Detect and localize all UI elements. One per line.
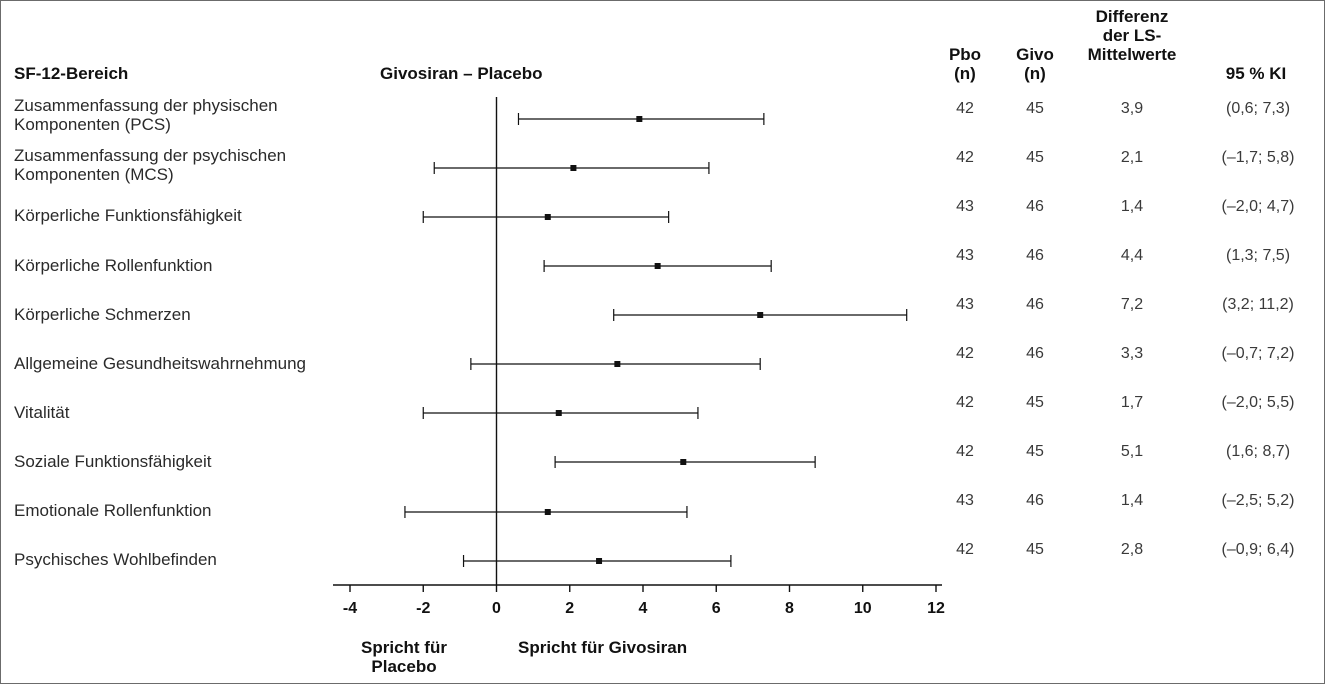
ci-value: (–0,9; 6,4) [1221, 541, 1295, 558]
header-pbo-n: Pbo (n) [948, 45, 982, 83]
ls-difference-value: 1,4 [1120, 492, 1144, 509]
ci-value: (0,6; 7,3) [1225, 100, 1291, 117]
ci-bar [470, 358, 761, 370]
givo-n-value: 46 [1026, 345, 1044, 362]
header-ls-difference: Differenz der LS- Mittelwerte [1087, 7, 1177, 64]
pbo-n-value: 42 [956, 100, 974, 117]
ci-bar [422, 211, 670, 223]
x-tick-label: 6 [712, 600, 721, 617]
ci-value: (3,2; 11,2) [1222, 296, 1294, 313]
x-tick-label: -4 [343, 600, 357, 617]
row-label: Körperliche Funktionsfähigkeit [14, 206, 242, 225]
ls-difference-value: 7,2 [1120, 296, 1144, 313]
x-tick-label: 8 [785, 600, 794, 617]
ls-difference-value: 1,4 [1120, 198, 1144, 215]
ls-difference-value: 2,1 [1120, 149, 1144, 166]
row-label: Vitalität [14, 403, 70, 422]
x-tick-label: 0 [492, 600, 501, 617]
x-tick-label: 4 [639, 600, 648, 617]
x-axis: -4 -2 0 2 4 6 8 10 12 [333, 584, 945, 617]
ci-value: (1,6; 8,7) [1225, 443, 1291, 460]
favors-givosiran-label: Spricht für Givosiran [518, 638, 688, 657]
ls-difference-value: 3,9 [1120, 100, 1144, 117]
ci-value: (1,3; 7,5) [1225, 247, 1291, 264]
pbo-n-value: 43 [956, 492, 974, 509]
ci-value: (–2,0; 5,5) [1221, 394, 1295, 411]
x-tick-label: 2 [565, 600, 574, 617]
ci-value: (–2,0; 4,7) [1221, 198, 1295, 215]
ci-bar [404, 506, 688, 518]
pbo-n-value: 43 [956, 247, 974, 264]
point-estimate [544, 509, 551, 515]
ci-bar [613, 309, 908, 321]
header-95-ci: 95 % KI [1225, 64, 1287, 83]
point-estimate [614, 361, 621, 367]
row-label: Körperliche Rollenfunktion [14, 256, 213, 275]
ls-difference-value: 4,4 [1120, 247, 1144, 264]
point-estimate [596, 558, 603, 564]
ci-bars [404, 97, 908, 585]
x-tick-label: 12 [927, 600, 945, 617]
ci-bar [462, 555, 732, 567]
header-comparison: Givosiran – Placebo [380, 64, 543, 83]
point-estimate [555, 410, 562, 416]
favors-placebo-label: Spricht für Placebo [361, 638, 447, 676]
ci-bar [433, 162, 710, 174]
row-label: Emotionale Rollenfunktion [14, 501, 212, 520]
givo-n-value: 46 [1026, 198, 1044, 215]
row-label: Zusammenfassung der psychischen Komponen… [14, 146, 287, 184]
row-label: Zusammenfassung der physischen Komponent… [14, 96, 278, 134]
ls-difference-value: 5,1 [1120, 443, 1144, 460]
header-domain: SF-12-Bereich [14, 64, 129, 83]
givo-n-value: 46 [1026, 247, 1044, 264]
x-tick-label: -2 [416, 600, 430, 617]
row-label: Körperliche Schmerzen [14, 305, 191, 324]
ci-bar [543, 260, 772, 272]
givo-n-value: 45 [1026, 541, 1044, 558]
row-label: Soziale Funktionsfähigkeit [14, 452, 212, 471]
pbo-n-value: 42 [956, 345, 974, 362]
ls-difference-value: 2,8 [1120, 541, 1144, 558]
pbo-n-value: 42 [956, 443, 974, 460]
pbo-n-value: 42 [956, 394, 974, 411]
givo-n-value: 46 [1026, 296, 1044, 313]
ls-difference-value: 1,7 [1120, 394, 1144, 411]
row-label: Allgemeine Gesundheitswahrnehmung [14, 354, 307, 373]
point-estimate [757, 312, 764, 318]
ci-value: (–0,7; 7,2) [1221, 345, 1295, 362]
point-estimate [636, 116, 643, 122]
header-givo-n: Givo (n) [1016, 45, 1054, 83]
givo-n-value: 45 [1026, 100, 1044, 117]
point-estimate [544, 214, 551, 220]
ls-difference-value: 3,3 [1120, 345, 1144, 362]
ci-value: (–1,7; 5,8) [1221, 149, 1295, 166]
x-tick-label: 10 [854, 600, 872, 617]
givo-n-value: 45 [1026, 394, 1044, 411]
point-estimate [570, 165, 577, 171]
givo-n-value: 45 [1026, 149, 1044, 166]
pbo-n-value: 43 [956, 198, 974, 215]
ci-bar [517, 113, 765, 125]
pbo-n-value: 42 [956, 541, 974, 558]
row-label: Psychisches Wohlbefinden [14, 550, 217, 569]
pbo-n-value: 43 [956, 296, 974, 313]
pbo-n-value: 42 [956, 149, 974, 166]
point-estimate [680, 459, 687, 465]
givo-n-value: 46 [1026, 492, 1044, 509]
ci-bar [554, 456, 816, 468]
ci-bar [422, 407, 699, 419]
givo-n-value: 45 [1026, 443, 1044, 460]
ci-value: (–2,5; 5,2) [1221, 492, 1295, 509]
point-estimate [654, 263, 661, 269]
